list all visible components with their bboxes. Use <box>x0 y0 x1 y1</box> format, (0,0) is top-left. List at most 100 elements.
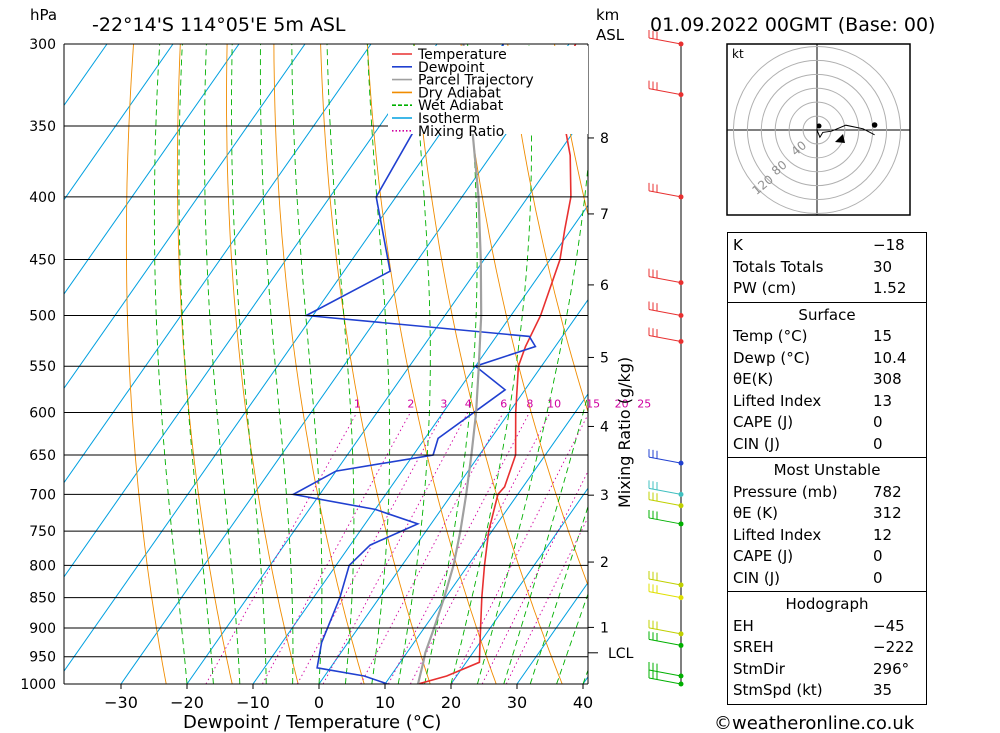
hodograph-ring <box>788 101 846 159</box>
isotherm-line <box>64 44 504 673</box>
x-axis-label: Dewpoint / Temperature (°C) <box>183 712 441 733</box>
isotherm-line <box>64 44 372 484</box>
wind-barb-staff <box>648 627 682 635</box>
mixing-ratio-label: 15 <box>586 397 600 410</box>
wind-barb <box>648 509 682 525</box>
hodograph-origin-dot <box>816 123 822 129</box>
table-title: Surface <box>798 305 856 324</box>
pressure-tick-label: 600 <box>29 405 56 421</box>
dry-adiabat-line <box>125 44 167 684</box>
row-value: 12 <box>873 525 893 544</box>
wind-barb <box>648 670 682 685</box>
pressure-tick-label: 550 <box>29 359 56 375</box>
wind-barb <box>648 570 682 586</box>
row-value: −18 <box>873 236 905 254</box>
table-row: CAPE (J) 0 <box>728 412 926 434</box>
temp-tick-label: 30 <box>507 693 527 712</box>
row-label: K <box>733 236 743 254</box>
wind-barb-staff <box>648 487 682 495</box>
wind-barb-staff <box>648 190 682 198</box>
wet-adiabat-line <box>291 44 323 684</box>
table-row: StmDir 296° <box>728 659 926 681</box>
mixing-ratio-line <box>387 412 530 684</box>
wind-barb-staff <box>648 88 682 96</box>
row-label: StmSpd (kt) <box>733 681 823 699</box>
temp-tick-label: −10 <box>236 693 270 712</box>
wind-barb-staff <box>648 638 682 646</box>
row-value: 0 <box>873 547 883 565</box>
row-label: Dewp (°C) <box>733 348 811 367</box>
dry-adiabat-line <box>976 44 1000 684</box>
hodograph-ring <box>746 59 888 201</box>
wet-adiabat-line <box>259 44 294 684</box>
row-value: 782 <box>873 482 902 501</box>
wind-barb-staff <box>648 499 682 507</box>
wind-barb-staff <box>648 309 682 317</box>
row-value: 35 <box>873 681 893 699</box>
mixing-ratio-label: 3 <box>440 397 447 410</box>
plot-frame <box>63 43 589 685</box>
wind-barb <box>648 583 682 599</box>
row-value: 296° <box>873 659 910 678</box>
wet-adiabat-line <box>397 44 431 684</box>
pressure-tick-label: 800 <box>29 558 56 574</box>
isotherm-line <box>64 44 174 201</box>
mixing-ratio-line <box>296 412 444 684</box>
table-row: Pressure (mb) 782 <box>728 482 926 504</box>
row-label: Temp (°C) <box>733 327 808 345</box>
datetime-title: 01.09.2022 00GMT (Base: 00) <box>650 14 935 36</box>
table-row: θE(K) 308 <box>728 369 926 391</box>
lcl-label: LCL <box>608 646 634 662</box>
km-tick-label: 2 <box>600 555 609 571</box>
isotherm-line <box>450 487 588 684</box>
wind-barb-staff <box>648 578 682 586</box>
axes: 1 2 3 4 6 8 10 15 20 2530035040045050055060065070… <box>20 37 651 712</box>
series-parcel-trajectory <box>416 44 483 684</box>
pressure-tick-label: 350 <box>29 119 56 135</box>
wet-adiabat-line <box>503 393 588 684</box>
mixing-ratio-label: 1 <box>354 397 361 410</box>
wind-barb <box>648 480 682 495</box>
wet-adiabat-line <box>424 44 478 684</box>
row-label: Totals Totals <box>733 257 824 276</box>
row-value: −222 <box>873 638 915 656</box>
temp-tick-label: −30 <box>104 693 138 712</box>
wind-barb <box>648 182 682 198</box>
wet-adiabat-line <box>204 44 241 684</box>
km-tick-label: 5 <box>600 350 609 366</box>
table-title: Most Unstable <box>773 461 881 479</box>
wind-barb-staff <box>648 591 682 599</box>
row-label: PW (cm) <box>733 279 797 297</box>
wind-barb <box>648 449 682 464</box>
table-row: SREH −222 <box>728 637 926 659</box>
wind-barbs <box>648 30 684 687</box>
wet-adiabat-line <box>231 44 267 684</box>
credit-text: ©weatheronline.co.uk <box>714 713 915 733</box>
row-value: 0 <box>873 568 883 587</box>
row-label: CIN (J) <box>733 434 781 453</box>
row-value: −45 <box>873 616 905 635</box>
km-tick-label: 6 <box>600 278 609 294</box>
mixing-ratio-label: 4 <box>465 397 472 410</box>
table-row: StmSpd (kt) 35 <box>728 680 926 702</box>
wind-barb <box>648 80 682 96</box>
mixing-ratio-line <box>451 413 588 684</box>
row-label: Pressure (mb) <box>733 482 838 501</box>
series-temperature <box>417 44 577 684</box>
row-value: 308 <box>873 370 902 388</box>
legend-entry-label: Dewpoint <box>418 60 485 76</box>
mixing-ratio-label: 10 <box>547 397 561 410</box>
temp-tick-label: 0 <box>314 693 324 712</box>
dry-adiabat-line <box>273 44 365 684</box>
row-label: CAPE (J) <box>733 413 794 431</box>
dry-adiabat-line <box>929 44 1000 684</box>
table-row: CIN (J) 0 <box>728 568 926 590</box>
isotherm-line <box>318 298 588 684</box>
table-title: Hodograph <box>785 595 869 613</box>
table-row: Lifted Index 12 <box>728 525 926 547</box>
pressure-tick-label: 700 <box>29 487 56 503</box>
dry-adiabat-line <box>320 44 431 684</box>
hodograph-unit-label: kt <box>732 47 744 61</box>
